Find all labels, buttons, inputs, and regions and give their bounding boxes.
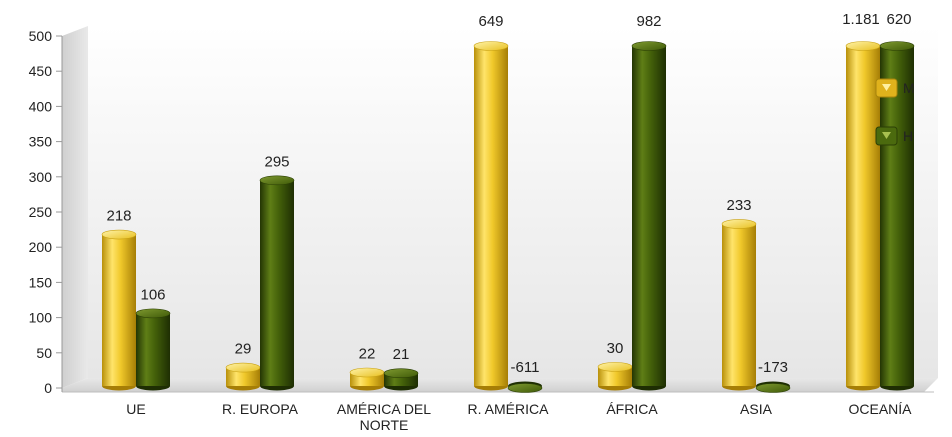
bar-M-6 [845, 41, 881, 391]
y-tick-label: 400 [29, 98, 53, 114]
x-category-line: ÁFRICA [606, 401, 658, 417]
data-label: 29 [235, 341, 252, 358]
bar-H-6 [879, 41, 915, 391]
bar-cap [101, 229, 137, 240]
legend: MH [875, 78, 915, 146]
bar-body [474, 46, 508, 386]
back-wall [88, 26, 938, 378]
data-label: 21 [393, 346, 410, 363]
x-category-line: R. EUROPA [222, 401, 299, 417]
legend-label: H [903, 128, 913, 144]
bar-body [598, 366, 632, 386]
x-category-label: AMÉRICA DEL NORTE [337, 401, 431, 433]
data-label: -611 [511, 359, 540, 376]
bar-cap [383, 368, 419, 379]
x-category-line: ASIA [740, 401, 773, 417]
x-category-line: AMÉRICA DEL [337, 401, 431, 417]
x-category-label: OCEANÍA [848, 401, 912, 417]
bar-M-0 [101, 229, 137, 391]
bar-body [102, 234, 136, 386]
side-wall [62, 26, 88, 388]
legend-marker-arrow [882, 132, 891, 139]
y-tick-label: 450 [29, 63, 53, 79]
x-category-label: ASIA [740, 401, 773, 417]
bar-cap [473, 41, 509, 51]
bar-cap [225, 362, 261, 373]
bar-M-2 [349, 367, 385, 391]
bar-H-2 [383, 368, 419, 391]
bar-body [722, 223, 756, 386]
bar-cap [721, 219, 757, 229]
bar-H-5 [755, 381, 791, 393]
y-tick-label: 50 [36, 345, 52, 361]
y-tick-label: 350 [29, 134, 53, 150]
data-labels: 218 106 29 295 22 21 649 -611 30 982 233 -173 1.181 6… [106, 11, 911, 376]
bar-H-0 [135, 308, 171, 391]
data-label: 649 [478, 13, 503, 30]
bar-body [846, 46, 880, 386]
y-tick-label: 500 [29, 28, 53, 44]
bar-cap [259, 175, 295, 186]
legend-item-M: M [875, 78, 915, 98]
bar-cap [349, 367, 385, 378]
legend-item-H: H [875, 126, 913, 146]
bar-H-1 [259, 175, 295, 391]
x-category-line: UE [126, 401, 145, 417]
data-label: 620 [886, 11, 911, 28]
bar-cap [507, 383, 543, 393]
data-label: 106 [140, 286, 165, 303]
bar-cap [135, 308, 171, 319]
x-category-line: NORTE [360, 417, 409, 433]
x-category-line: OCEANÍA [848, 401, 912, 417]
bar-body [632, 46, 666, 386]
x-axis: UE R. EUROPA AMÉRICA DEL NORTE R. AMÉRICA ÁFR… [126, 401, 912, 433]
y-tick-label: 300 [29, 169, 53, 185]
data-label: 982 [636, 13, 661, 30]
bar-cap [597, 362, 633, 372]
bar-M-3 [473, 41, 509, 391]
data-label: 233 [726, 197, 751, 214]
legend-label: M [903, 80, 915, 96]
bar-cap [845, 41, 881, 51]
bar-body [880, 46, 914, 386]
data-label: 295 [264, 153, 289, 170]
bar-body [136, 313, 170, 386]
data-label: 218 [106, 208, 131, 225]
bar-cap [879, 41, 915, 51]
x-category-label: UE [126, 401, 145, 417]
x-category-line: R. AMÉRICA [468, 401, 550, 417]
y-tick-label: 250 [29, 204, 53, 220]
x-category-label: R. EUROPA [222, 401, 299, 417]
bar-H-3 [507, 381, 543, 393]
x-category-label: R. AMÉRICA [468, 401, 550, 417]
y-tick-label: 0 [44, 380, 52, 396]
data-label: 30 [607, 340, 624, 357]
y-axis: 0 50 100 150 200 250 300 350 400 450 500 [29, 28, 63, 396]
bar-H-4 [631, 41, 667, 391]
bar-body [260, 180, 294, 386]
bar-cap [631, 41, 667, 51]
x-category-label: ÁFRICA [606, 401, 658, 417]
bar-M-4 [597, 362, 633, 391]
bars [101, 41, 915, 393]
data-label: 1.181 [842, 11, 880, 28]
bar-cap [755, 383, 791, 393]
bar-M-1 [225, 362, 261, 391]
data-label: -173 [758, 359, 788, 376]
bar-body [226, 367, 260, 386]
y-tick-label: 150 [29, 274, 53, 290]
legend-marker-arrow [882, 84, 891, 91]
bar-M-5 [721, 219, 757, 391]
y-tick-label: 200 [29, 239, 53, 255]
y-tick-label: 100 [29, 310, 53, 326]
data-label: 22 [359, 346, 376, 363]
